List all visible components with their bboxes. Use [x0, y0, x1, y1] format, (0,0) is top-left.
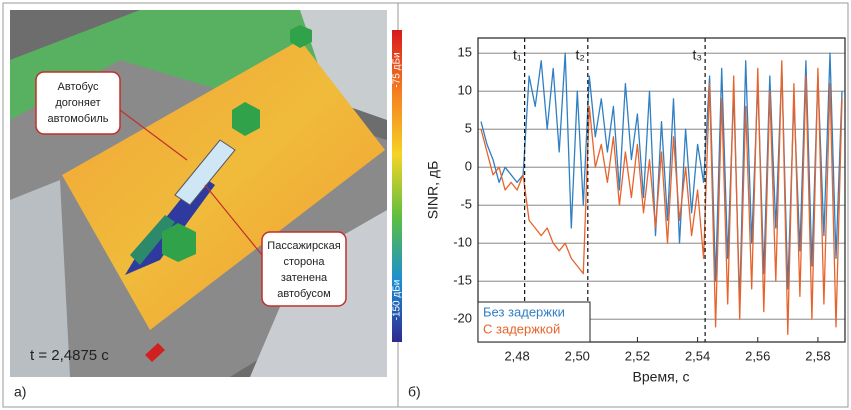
callout-text: затенена: [281, 272, 328, 284]
callout-box: [261, 231, 347, 307]
callout-text: автобусом: [277, 288, 331, 300]
y-tick-label: -5: [460, 197, 472, 212]
x-tick-label: 2,58: [805, 348, 830, 363]
x-axis-label: Время, с: [633, 369, 690, 385]
legend-box: [477, 301, 591, 343]
legend-entry: Без задержки: [483, 304, 565, 319]
panel-label: б): [408, 384, 421, 400]
y-tick-label: -15: [453, 273, 472, 288]
x-tick-label: 2,52: [625, 348, 650, 363]
x-tick-label: 2,54: [685, 348, 710, 363]
callout-text: Автобус: [58, 81, 99, 93]
callout-text: догоняет: [55, 97, 100, 109]
callout-pointer: [204, 184, 263, 256]
callout-text: сторона: [284, 256, 326, 268]
y-axis-label: SINR, дБ: [425, 161, 441, 220]
time-marker-label: t₁: [513, 47, 522, 63]
colorbar-top-label: -75 дБи: [392, 52, 403, 87]
plot: -20 -15 -10 -5 0 5 10 15 2,48 2,50 2,52 2,54 2,56 2,5…: [453, 37, 846, 363]
colorbar: [392, 30, 402, 342]
plot-border: [477, 37, 846, 343]
x-tick-label: 2,48: [504, 348, 529, 363]
time-marker-label: t₃: [693, 47, 703, 63]
callout-box: [35, 71, 121, 135]
x-tick-label: 2,50: [565, 348, 590, 363]
series-line: [480, 60, 843, 336]
series-layer: [480, 52, 843, 336]
callout-pointer: [119, 109, 188, 161]
legend: Без задержки С задержкой: [477, 301, 591, 343]
legend-entry: С задержкой: [483, 321, 560, 336]
y-tick-label: 5: [465, 121, 472, 136]
time-marker-label: t₂: [575, 47, 584, 63]
panel-label: а): [14, 384, 26, 400]
time-label: t = 2,4875 с: [30, 347, 109, 364]
y-tick-label: 0: [465, 159, 472, 174]
y-tick-label: -10: [453, 235, 472, 250]
y-tick-label: 15: [458, 45, 472, 60]
y-tick-label: 10: [458, 83, 472, 98]
simulation-image: [10, 10, 387, 377]
callout-text: Пассажирская: [267, 240, 340, 252]
callout-text: автомобиль: [47, 113, 108, 125]
x-tick-label: 2,56: [745, 348, 770, 363]
y-tick-label: -20: [453, 311, 472, 326]
colorbar-bottom-label: -150 дБи: [392, 280, 403, 321]
